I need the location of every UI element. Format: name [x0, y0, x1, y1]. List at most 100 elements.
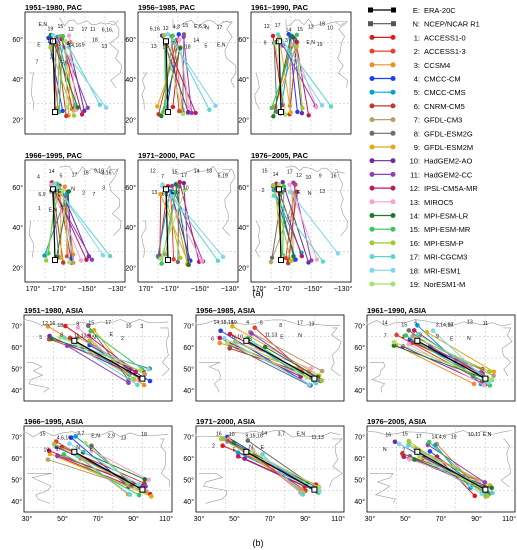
- trajectory-start-point: [85, 323, 91, 328]
- trajectory-end-point: [193, 110, 198, 116]
- trajectory-end-point: [71, 260, 76, 265]
- coastline: [330, 327, 342, 377]
- y-tick-label: 20°: [125, 116, 136, 124]
- trajectory-line: [89, 339, 134, 380]
- legend-label: IPSL-CM5A-MR: [424, 184, 478, 193]
- trajectory-end-point: [71, 113, 77, 118]
- trajectory-line: [264, 346, 319, 378]
- trajectory-end-point: [97, 102, 103, 108]
- trajectory-start-point: [235, 454, 241, 459]
- y-tick-label: 60°: [183, 455, 194, 463]
- legend-marker: [390, 103, 396, 109]
- era20c-marker: [414, 337, 421, 344]
- legend-marker: [369, 240, 375, 246]
- point-label: 13: [319, 189, 325, 195]
- legend-entry: 16: MPI-ESM-P: [369, 239, 464, 248]
- trajectory-end-point: [288, 258, 294, 263]
- era20c-marker: [278, 109, 284, 116]
- trajectory-end-point: [269, 255, 275, 260]
- trajectory-line: [264, 458, 320, 492]
- trajectory-line: [171, 185, 204, 262]
- subplot-title: 1971–2000, ASIA: [196, 417, 256, 426]
- point-label: 18: [141, 432, 147, 438]
- trajectories: [45, 434, 154, 499]
- legend-entry: 3: CCSM4: [369, 61, 450, 70]
- trajectory-end-point: [42, 253, 47, 258]
- trajectory-line: [272, 185, 292, 261]
- era20c-line: [52, 189, 56, 261]
- trajectory-line: [58, 36, 64, 112]
- point-label: 6,16,: [102, 27, 114, 33]
- y-tick-label: 40°: [12, 76, 23, 84]
- trajectory-line: [292, 44, 317, 108]
- point-label: E,6,9: [194, 24, 206, 30]
- x-tick-label: 30°: [194, 515, 205, 523]
- coastline: [26, 362, 50, 393]
- trajectory-end-point: [64, 113, 69, 119]
- x-tick-label: −170°: [48, 285, 67, 293]
- legend-label: HadGEM2-AO: [424, 157, 473, 166]
- point-label: E,N: [39, 22, 48, 28]
- legend-key: 5:: [414, 88, 420, 97]
- point-label: 18: [92, 38, 98, 44]
- trajectory-start-point: [288, 34, 294, 39]
- trajectories: [42, 180, 113, 265]
- trajectory-end-point: [175, 259, 181, 265]
- point-label: E: [58, 189, 62, 195]
- point-label: 4,6,16: [57, 436, 72, 442]
- trajectory-end-point: [471, 381, 477, 387]
- trajectory-end-point: [328, 104, 334, 109]
- trajectory-line: [418, 333, 493, 381]
- y-tick-label: 70°: [183, 433, 194, 441]
- trajectory-start-point: [66, 33, 72, 38]
- legend-entry: 10: HadGEM2-AO: [369, 157, 473, 166]
- trajectory-line: [93, 329, 129, 373]
- point-label: 9: [264, 40, 267, 46]
- trajectory-end-point: [170, 104, 176, 110]
- trajectory-line: [53, 443, 129, 484]
- legend-marker: [390, 144, 396, 150]
- legend-entry: 8: GFDL-ESM2G: [369, 129, 473, 138]
- point-label: 17: [275, 23, 281, 29]
- trajectories: [391, 323, 497, 388]
- era20c-line: [165, 189, 169, 261]
- point-label: 7: [36, 59, 39, 65]
- coastline: [254, 72, 260, 110]
- trajectory-line: [427, 444, 486, 483]
- point-label: 11,13: [74, 334, 87, 340]
- trajectory-start-point: [270, 33, 276, 39]
- point-label: 5: [59, 174, 62, 180]
- trajectory-end-point: [159, 113, 164, 119]
- trajectory-end-point: [274, 109, 280, 115]
- trajectory-end-point: [283, 112, 288, 117]
- trajectory-end-point: [146, 366, 151, 372]
- point-label: 2: [402, 447, 405, 453]
- point-label: N,10: [232, 334, 243, 340]
- point-label: 13: [309, 322, 315, 328]
- point-label: 2: [50, 55, 53, 61]
- point-label: 18: [185, 44, 191, 50]
- trajectory-start-point: [218, 436, 224, 442]
- trajectory-end-point: [146, 477, 151, 483]
- era20c-marker: [50, 186, 56, 193]
- trajectory-start-point: [67, 441, 72, 446]
- trajectory-line: [426, 331, 495, 373]
- legend-marker: [390, 281, 396, 287]
- legend-label: GFDL-ESM2M: [424, 143, 473, 152]
- trajectory-start-point: [271, 193, 276, 198]
- point-label: 13: [101, 44, 107, 50]
- trajectory-line: [160, 189, 186, 259]
- era20c-marker: [482, 375, 489, 382]
- coastline: [222, 169, 236, 236]
- y-tick-label: 20°: [238, 264, 249, 272]
- legend-entry: 18: MRI-ESM1: [369, 266, 461, 275]
- legend-marker: [369, 103, 375, 109]
- trajectory-end-point: [481, 382, 487, 388]
- coastline: [369, 473, 396, 504]
- point-label: 18: [206, 168, 212, 174]
- trajectory-end-point: [482, 480, 488, 485]
- trajectory-start-point: [158, 191, 163, 197]
- trajectory-end-point: [176, 108, 182, 114]
